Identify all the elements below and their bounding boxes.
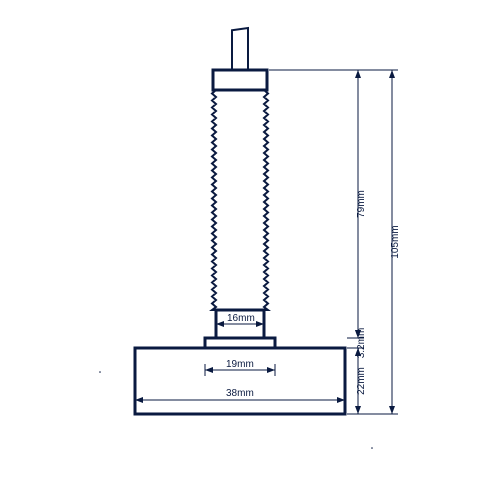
dim-collar_width: 16mm xyxy=(227,313,255,324)
dim-total_height: 105mm xyxy=(390,225,401,258)
thread-body xyxy=(216,90,264,310)
dimensional-drawing: 38mm19mm16mm22mm3.2mm79mm105mm xyxy=(0,0,500,500)
cable-stub xyxy=(232,28,248,72)
dim-base_width: 38mm xyxy=(226,388,254,399)
dim-shaft_height: 79mm xyxy=(356,190,367,218)
dim-base_height: 22mm xyxy=(356,367,367,395)
base-block xyxy=(135,348,345,414)
dim-flange_width: 19mm xyxy=(226,359,254,370)
top-cap xyxy=(213,70,267,90)
